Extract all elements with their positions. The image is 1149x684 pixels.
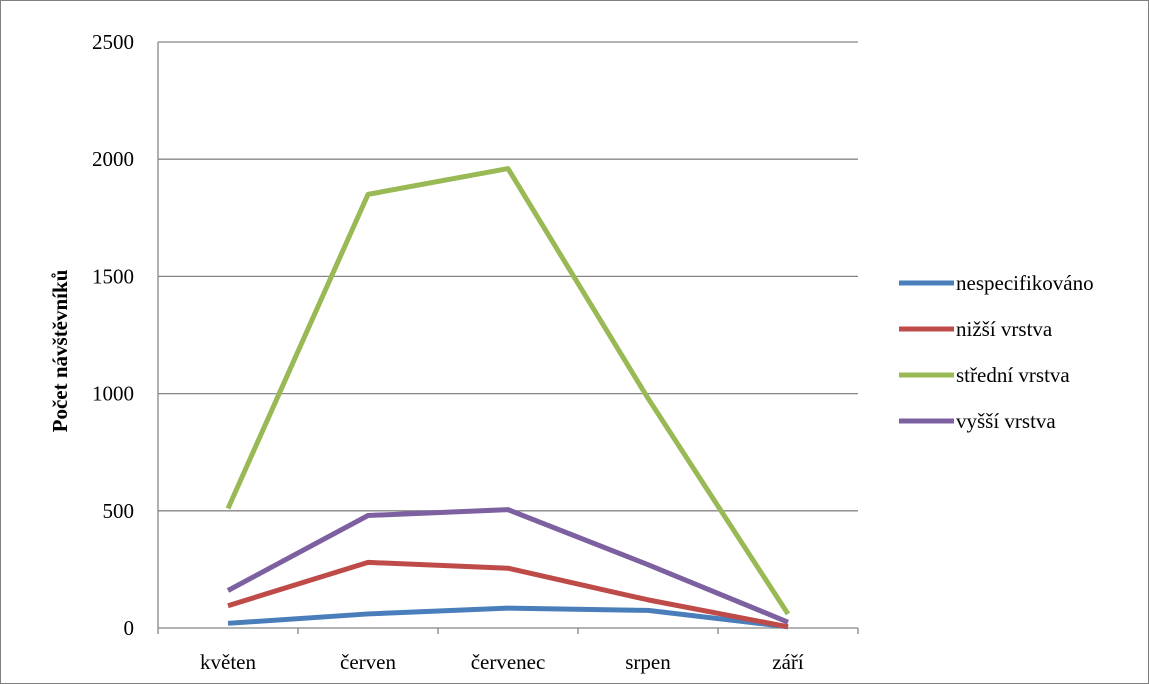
legend-item: vyšší vrstva xyxy=(899,409,1056,433)
legend-label: nižší vrstva xyxy=(956,317,1053,341)
series-line-1 xyxy=(227,605,789,630)
legend-label: střední vrstva xyxy=(956,363,1070,387)
series-lines xyxy=(225,166,791,630)
axes xyxy=(157,42,859,634)
legend-item: nespecifikováno xyxy=(899,271,1094,295)
y-tick-label: 500 xyxy=(103,499,135,523)
legend-label: nespecifikováno xyxy=(956,271,1094,295)
y-tick-label: 1000 xyxy=(92,382,134,406)
gridlines xyxy=(158,41,858,512)
x-tick-labels: květen červen červenec srpen září xyxy=(200,650,804,674)
y-axis-label: Počet návštěvníků xyxy=(48,269,72,432)
series-line-2 xyxy=(227,559,789,630)
x-tick-label: červen xyxy=(340,650,396,674)
series-line-4 xyxy=(226,507,789,625)
y-tick-label: 0 xyxy=(124,616,135,640)
series-line-3 xyxy=(225,166,791,616)
x-tick-label: červenec xyxy=(471,650,546,674)
legend-label: vyšší vrstva xyxy=(956,409,1056,433)
x-tick-label: srpen xyxy=(625,650,671,674)
y-tick-labels: 0 500 1000 1500 2000 2500 xyxy=(92,30,134,640)
y-tick-label: 2000 xyxy=(92,147,134,171)
legend: nespecifikováno nižší vrstva střední vrstv… xyxy=(899,271,1094,433)
x-tick-label: září xyxy=(772,650,804,674)
legend-item: střední vrstva xyxy=(899,363,1070,387)
y-tick-label: 2500 xyxy=(92,30,134,54)
legend-item: nižší vrstva xyxy=(899,317,1053,341)
y-tick-label: 1500 xyxy=(92,264,134,288)
x-tick-label: květen xyxy=(200,650,256,674)
